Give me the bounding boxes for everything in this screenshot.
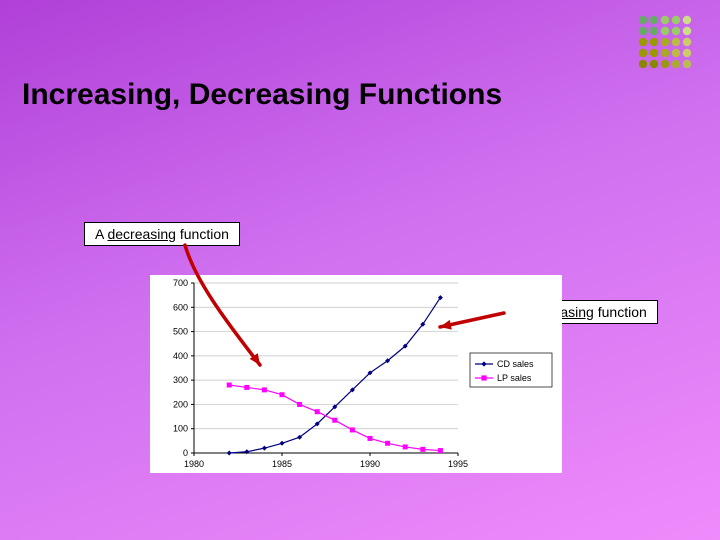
svg-text:1985: 1985 (272, 459, 292, 469)
svg-text:700: 700 (173, 278, 188, 288)
svg-text:600: 600 (173, 302, 188, 312)
svg-text:500: 500 (173, 327, 188, 337)
svg-text:LP sales: LP sales (497, 373, 532, 383)
label-text: function (176, 226, 229, 242)
sales-chart: 0 100 200 300 400 500 600 700 1980 1985 1990 1995 CD… (150, 275, 562, 473)
decreasing-function-label: A decreasing function (84, 222, 240, 246)
slide-title: Increasing, Decreasing Functions (22, 78, 502, 112)
svg-text:1995: 1995 (448, 459, 468, 469)
svg-text:200: 200 (173, 399, 188, 409)
svg-text:1990: 1990 (360, 459, 380, 469)
svg-text:100: 100 (173, 424, 188, 434)
label-text: function (594, 304, 647, 320)
chart-svg: 0 100 200 300 400 500 600 700 1980 1985 1990 1995 CD… (150, 275, 562, 473)
svg-text:400: 400 (173, 351, 188, 361)
svg-text:CD sales: CD sales (497, 359, 534, 369)
label-underline: decreasing (107, 226, 176, 242)
label-text: A (95, 226, 107, 242)
svg-text:0: 0 (183, 448, 188, 458)
corner-dot-logo (637, 14, 696, 73)
svg-text:1980: 1980 (184, 459, 204, 469)
svg-text:300: 300 (173, 375, 188, 385)
